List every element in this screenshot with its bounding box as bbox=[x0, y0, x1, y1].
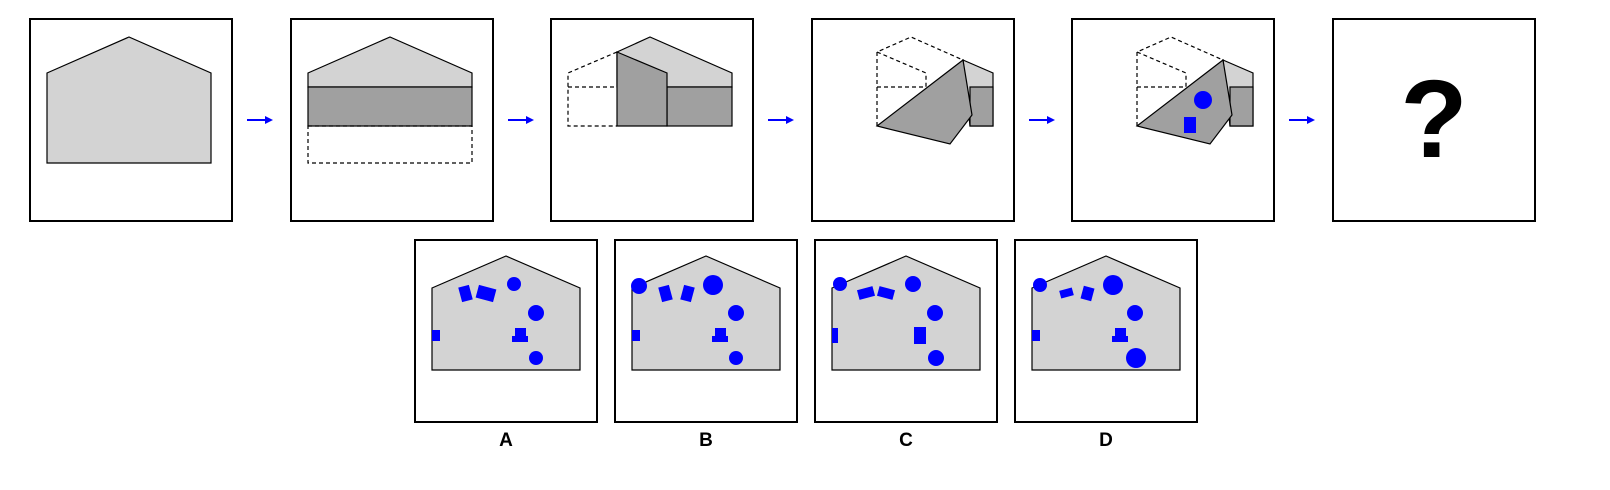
option-label-c: C bbox=[899, 430, 913, 451]
circle-hole-icon bbox=[728, 305, 744, 321]
fold-diagram bbox=[875, 36, 994, 145]
step-5-panel bbox=[1071, 18, 1275, 222]
circle-hole-icon bbox=[729, 351, 743, 365]
arrow-right-icon bbox=[508, 116, 534, 124]
square-hole-icon bbox=[1112, 336, 1128, 342]
square-hole-icon bbox=[715, 328, 726, 336]
fold-diagram bbox=[567, 36, 733, 127]
circle-hole-icon bbox=[1194, 91, 1212, 109]
square-hole-icon bbox=[914, 327, 926, 344]
unfolded-paper bbox=[431, 255, 581, 371]
arrow-right-icon bbox=[1029, 116, 1055, 124]
option-d-panel[interactable] bbox=[1014, 239, 1198, 423]
square-hole-icon bbox=[458, 284, 473, 303]
option-label-a: A bbox=[499, 430, 513, 451]
circle-hole-icon bbox=[833, 277, 847, 291]
square-hole-icon bbox=[512, 336, 528, 342]
square-hole-icon bbox=[1032, 330, 1040, 341]
unfolded-paper bbox=[831, 255, 981, 371]
arrow-right-icon bbox=[768, 116, 794, 124]
circle-hole-icon bbox=[631, 278, 647, 294]
option-a-panel[interactable] bbox=[414, 239, 598, 423]
option-c-panel[interactable] bbox=[814, 239, 998, 423]
arrow-right-icon bbox=[247, 116, 273, 124]
option-label-b: B bbox=[699, 430, 713, 451]
square-hole-icon bbox=[680, 284, 695, 303]
step-3-panel bbox=[550, 18, 754, 222]
square-hole-icon bbox=[515, 328, 526, 336]
circle-hole-icon bbox=[927, 305, 943, 321]
fold-diagram bbox=[1135, 36, 1254, 145]
circle-hole-icon bbox=[1126, 348, 1146, 368]
square-hole-icon bbox=[832, 328, 838, 343]
option-label-d: D bbox=[1099, 430, 1113, 451]
square-hole-icon bbox=[1115, 328, 1126, 336]
circle-hole-icon bbox=[1127, 305, 1143, 321]
square-hole-icon bbox=[1184, 117, 1196, 133]
circle-hole-icon bbox=[528, 305, 544, 321]
circle-hole-icon bbox=[703, 275, 723, 295]
option-b-panel[interactable] bbox=[614, 239, 798, 423]
square-hole-icon bbox=[632, 330, 640, 341]
fold-diagram bbox=[307, 36, 473, 164]
unfolded-paper bbox=[631, 255, 781, 371]
step-4-panel bbox=[811, 18, 1015, 222]
circle-hole-icon bbox=[928, 350, 944, 366]
square-hole-icon bbox=[475, 284, 497, 303]
circle-hole-icon bbox=[905, 276, 921, 292]
house-paper bbox=[46, 36, 212, 164]
step-1-panel bbox=[29, 18, 233, 222]
square-hole-icon bbox=[876, 286, 896, 300]
circle-hole-icon bbox=[529, 351, 543, 365]
square-hole-icon bbox=[1059, 287, 1074, 299]
unfolded-paper bbox=[1031, 255, 1181, 371]
square-hole-icon bbox=[658, 284, 673, 303]
circle-hole-icon bbox=[1103, 275, 1123, 295]
step-2-panel bbox=[290, 18, 494, 222]
square-hole-icon bbox=[712, 336, 728, 342]
arrow-right-icon bbox=[1289, 116, 1315, 124]
square-hole-icon bbox=[856, 286, 876, 300]
square-hole-icon bbox=[432, 330, 440, 341]
question-mark: ? bbox=[1400, 58, 1468, 181]
square-hole-icon bbox=[1080, 285, 1095, 302]
unknown-result-panel: ? bbox=[1332, 18, 1536, 222]
circle-hole-icon bbox=[507, 277, 521, 291]
circle-hole-icon bbox=[1033, 278, 1047, 292]
